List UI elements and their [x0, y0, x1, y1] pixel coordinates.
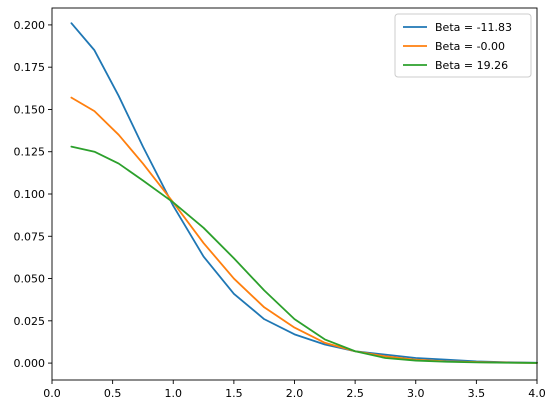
legend-label-0: Beta = -11.83 [435, 21, 512, 34]
y-tick-label-7: 0.175 [14, 61, 46, 74]
y-tick-label-2: 0.050 [14, 273, 46, 286]
x-tick-label-5: 2.5 [346, 387, 364, 400]
x-tick-label-0: 0.0 [43, 387, 61, 400]
y-tick-label-1: 0.025 [14, 315, 46, 328]
series-line-1 [70, 96, 538, 364]
x-tick-label-8: 4.0 [528, 387, 546, 400]
series-line-2 [70, 145, 538, 364]
y-tick-label-5: 0.125 [14, 146, 46, 159]
legend: Beta = -11.83 Beta = -0.00 Beta = 19.26 [394, 13, 532, 78]
x-tick-label-4: 2.0 [286, 387, 304, 400]
x-tick-label-2: 1.0 [165, 387, 183, 400]
x-tick-label-1: 0.5 [104, 387, 122, 400]
y-tick-label-8: 0.200 [14, 19, 46, 32]
y-tick-label-6: 0.150 [14, 103, 46, 116]
y-tick-label-0: 0.000 [14, 357, 46, 370]
y-tick-label-3: 0.075 [14, 230, 46, 243]
legend-box [394, 13, 532, 78]
legend-label-1: Beta = -0.00 [435, 40, 505, 53]
x-tick-label-6: 3.0 [407, 387, 425, 400]
series-line-0 [70, 22, 538, 364]
x-tick-label-3: 1.5 [225, 387, 243, 400]
y-tick-label-4: 0.100 [14, 188, 46, 201]
x-tick-label-7: 3.5 [468, 387, 486, 400]
axes-layer: 0.0 0.5 1.0 1.5 2.0 2.5 3.0 3.5 4.0 0.000 0.025 0.0… [14, 7, 546, 400]
series-layer [70, 22, 538, 364]
legend-label-2: Beta = 19.26 [435, 59, 508, 72]
